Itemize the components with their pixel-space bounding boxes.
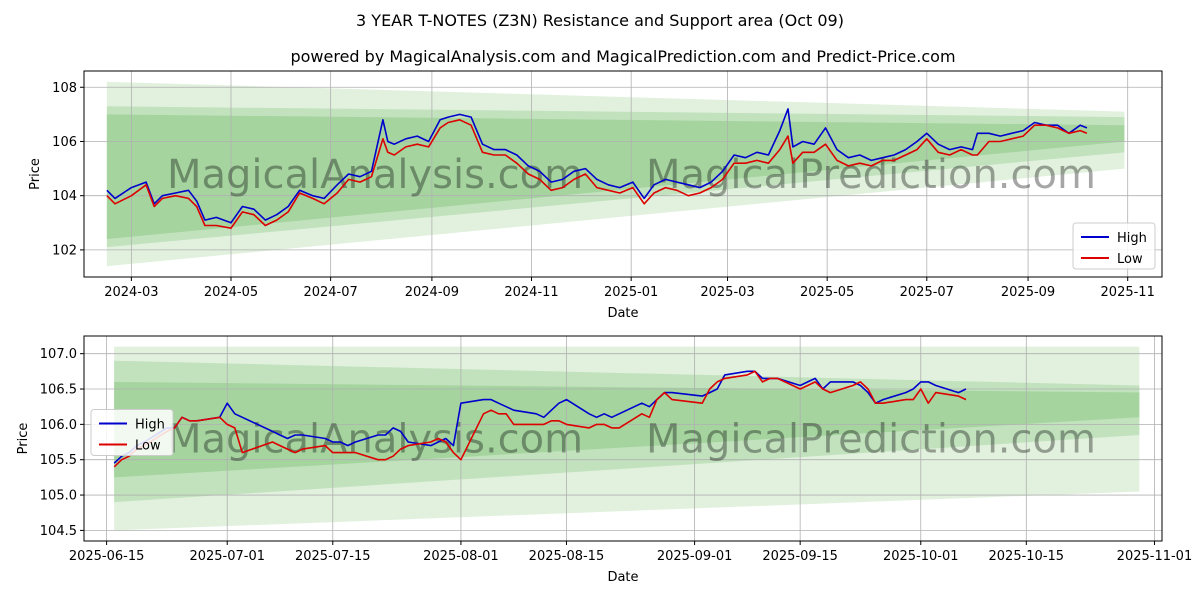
- legend-box: [90, 409, 174, 456]
- y-tick-label: 102: [52, 243, 77, 258]
- y-tick-label: 105.0: [40, 489, 77, 504]
- bottom-chart-plot-area: MagicalAnalysis.com MagicalPrediction.com: [84, 336, 1162, 541]
- x-tick-label: 2025-05: [800, 285, 854, 300]
- x-tick-label: 2025-06-15: [69, 549, 145, 564]
- x-tick-label: 2025-09-01: [657, 549, 733, 564]
- y-tick-label: 108: [52, 81, 77, 96]
- x-tick-label: 2025-10-15: [989, 549, 1065, 564]
- bottom-chart-legend: High Low: [90, 409, 174, 456]
- legend-label-low: Low: [135, 439, 161, 454]
- support-band-dark: [114, 381, 1140, 478]
- x-tick-label: 2025-03: [700, 285, 754, 300]
- chart-subtitle: powered by MagicalAnalysis.com and Magic…: [290, 47, 955, 66]
- chart-title: 3 YEAR T-NOTES (Z3N) Resistance and Supp…: [356, 11, 844, 30]
- legend-label-low: Low: [1117, 252, 1143, 267]
- watermark-left: MagicalAnalysis.com: [167, 417, 583, 463]
- x-tick-label: 2025-08-15: [529, 549, 605, 564]
- y-tick-label: 105.5: [40, 453, 77, 468]
- legend-box: [1072, 222, 1156, 270]
- x-tick-label: 2024-07: [303, 285, 357, 300]
- support-band-dark: [106, 114, 1125, 240]
- y-tick-label: 106: [52, 135, 77, 150]
- x-tick-label: 2025-07-01: [189, 549, 265, 564]
- watermark-right: MagicalPrediction.com: [646, 417, 1096, 463]
- series-line-low: [106, 119, 1088, 229]
- y-tick-label: 106.5: [40, 383, 77, 398]
- y-axis-label: Price: [28, 158, 43, 190]
- x-tick-label: 2025-07-15: [295, 549, 371, 564]
- y-tick-label: 104: [52, 189, 77, 204]
- x-tick-label: 2025-11-01: [1117, 549, 1193, 564]
- legend-label-high: High: [135, 418, 165, 433]
- x-axis-label: Date: [607, 570, 638, 585]
- y-tick-label: 107.0: [40, 347, 77, 362]
- x-tick-label: 2024-05: [204, 285, 258, 300]
- series-line-low: [113, 370, 967, 468]
- watermark-right: MagicalPrediction.com: [646, 152, 1096, 198]
- x-tick-label: 2024-09: [405, 285, 459, 300]
- series-line-high: [106, 108, 1088, 224]
- x-tick-label: 2025-09: [1001, 285, 1055, 300]
- x-axis-label: Date: [607, 306, 638, 321]
- x-tick-label: 2025-07: [900, 285, 954, 300]
- top-chart-legend: High Low: [1072, 222, 1156, 270]
- x-tick-label: 2024-11: [504, 285, 558, 300]
- top-chart-panel: MagicalAnalysis.com MagicalPrediction.com…: [28, 70, 1163, 321]
- legend-label-high: High: [1117, 231, 1147, 246]
- bottom-chart-frame: [83, 335, 1163, 542]
- bottom-chart-panel: MagicalAnalysis.com MagicalPrediction.com…: [16, 335, 1193, 585]
- x-tick-label: 2025-01: [604, 285, 658, 300]
- x-tick-label: 2024-03: [104, 285, 158, 300]
- top-chart-plot-area: MagicalAnalysis.com MagicalPrediction.com: [84, 71, 1162, 277]
- watermark-left: MagicalAnalysis.com: [167, 152, 583, 198]
- x-tick-label: 2025-11: [1101, 285, 1155, 300]
- y-tick-label: 106.0: [40, 418, 77, 433]
- y-tick-label: 104.5: [40, 524, 77, 539]
- x-tick-label: 2025-09-15: [762, 549, 838, 564]
- y-axis-label: Price: [16, 423, 31, 455]
- x-tick-label: 2025-10-01: [883, 549, 959, 564]
- top-chart-frame: [83, 70, 1163, 278]
- x-tick-label: 2025-08-01: [423, 549, 499, 564]
